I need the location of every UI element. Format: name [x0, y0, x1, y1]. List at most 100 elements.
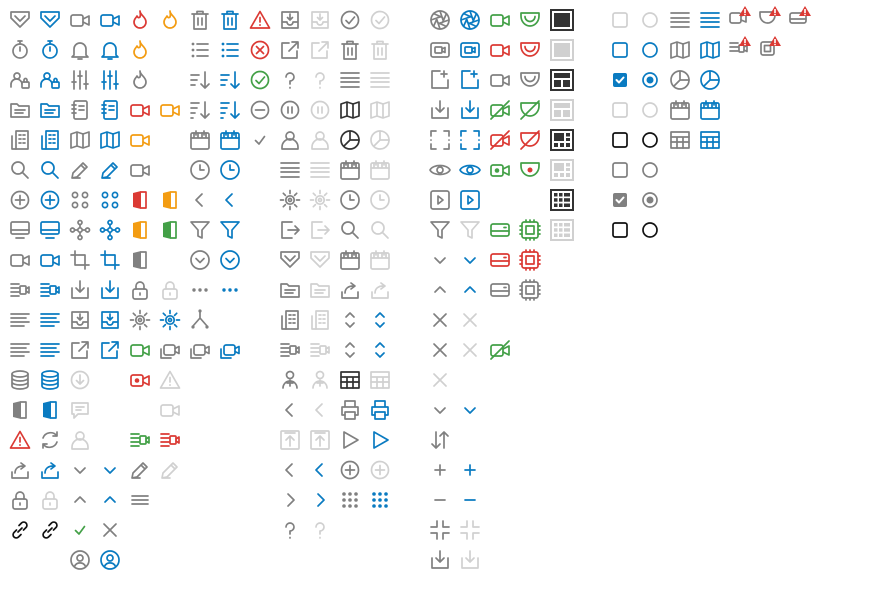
camera-icon — [488, 38, 512, 62]
rows-icon — [308, 158, 332, 182]
rows-icon — [278, 158, 302, 182]
camera-icon — [128, 158, 152, 182]
map-icon — [668, 38, 692, 62]
calendar-icon — [218, 128, 242, 152]
unfold-icon — [338, 338, 362, 362]
external-icon — [308, 38, 332, 62]
map-icon — [68, 128, 92, 152]
video-list-icon — [308, 338, 332, 362]
camera-icon — [488, 8, 512, 32]
external-icon — [98, 338, 122, 362]
check-circle-icon — [248, 68, 272, 92]
eye-icon — [428, 158, 452, 182]
share-icon — [8, 458, 32, 482]
calendar-icon — [698, 98, 722, 122]
upload-box-icon — [278, 428, 302, 452]
plus-icon — [458, 458, 482, 482]
clock-icon — [368, 188, 392, 212]
grid-9-icon — [338, 488, 362, 512]
pencil-icon — [158, 458, 182, 482]
dome-icon — [518, 38, 542, 62]
building-icon — [308, 308, 332, 332]
import-icon — [458, 548, 482, 572]
gear-icon — [278, 188, 302, 212]
fullscreen-icon — [428, 128, 452, 152]
timer-icon — [8, 38, 32, 62]
checkbox-empty-icon — [608, 128, 632, 152]
drive-icon — [488, 278, 512, 302]
hamburger-icon — [128, 488, 152, 512]
chevron-up-icon — [458, 278, 482, 302]
x-icon — [458, 308, 482, 332]
ellipsis-icon — [188, 278, 212, 302]
radio-empty-icon — [638, 8, 662, 32]
x-circle-icon — [248, 38, 272, 62]
gear-icon — [308, 188, 332, 212]
door-icon — [128, 188, 152, 212]
warning-icon — [8, 428, 32, 452]
database-icon — [8, 368, 32, 392]
folder-icon — [8, 98, 32, 122]
shield-icon — [38, 8, 62, 32]
plus-icon — [428, 458, 452, 482]
refresh-icon — [38, 428, 62, 452]
camera-rec-icon — [488, 158, 512, 182]
pie-icon — [668, 68, 692, 92]
list-icon — [218, 38, 242, 62]
radio-checked-icon — [638, 188, 662, 212]
filter-sort-icon — [218, 98, 242, 122]
camera-stack-icon — [158, 338, 182, 362]
shield-icon — [278, 248, 302, 272]
unfold-icon — [368, 338, 392, 362]
play-icon — [338, 428, 362, 452]
bell-icon — [98, 38, 122, 62]
plus-circle-icon — [338, 458, 362, 482]
camera-stack-icon — [188, 338, 212, 362]
flame-icon — [128, 8, 152, 32]
download-circle-icon — [68, 368, 92, 392]
dome-off-icon — [518, 128, 542, 152]
door-icon — [158, 218, 182, 242]
chevron-up-icon — [98, 488, 122, 512]
pause-circle-icon — [278, 98, 302, 122]
grid-dots-icon — [68, 188, 92, 212]
pencil-icon — [128, 458, 152, 482]
minus-icon — [428, 488, 452, 512]
aperture-icon — [428, 8, 452, 32]
exit-icon — [308, 218, 332, 242]
video-list-icon — [278, 338, 302, 362]
flame-icon — [128, 38, 152, 62]
checkbox-checked-icon — [608, 68, 632, 92]
user-add-icon — [308, 368, 332, 392]
camera-stack-icon — [218, 338, 242, 362]
inbox-icon — [98, 308, 122, 332]
calendar-icon — [368, 248, 392, 272]
search-icon — [338, 218, 362, 242]
camera-alert-icon — [728, 4, 752, 28]
branch-icon — [188, 308, 212, 332]
hook-icon — [278, 518, 302, 542]
unfold-icon — [338, 308, 362, 332]
pause-circle-icon — [308, 98, 332, 122]
bell-icon — [68, 38, 92, 62]
hook-icon — [278, 68, 302, 92]
chevron-down-icon — [458, 248, 482, 272]
checkbox-empty-icon — [608, 38, 632, 62]
map-icon — [338, 98, 362, 122]
trash-icon — [338, 38, 362, 62]
building-icon — [38, 128, 62, 152]
monitor-icon — [38, 218, 62, 242]
check-icon — [248, 128, 272, 152]
shield-icon — [8, 8, 32, 32]
user-add-icon — [278, 368, 302, 392]
chevron-left-icon — [308, 458, 332, 482]
x-icon — [428, 308, 452, 332]
chip-icon — [518, 278, 542, 302]
check-circle-icon — [368, 8, 392, 32]
minus-circle-icon — [248, 98, 272, 122]
camera-icon — [68, 8, 92, 32]
flame-icon — [128, 68, 152, 92]
pie-icon — [698, 68, 722, 92]
camera-icon — [158, 398, 182, 422]
chevron-left-icon — [278, 458, 302, 482]
